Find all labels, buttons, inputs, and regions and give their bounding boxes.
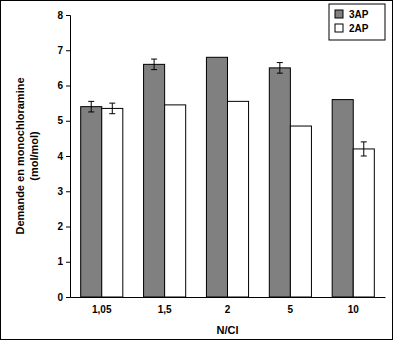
legend-label: 2AP bbox=[349, 23, 369, 34]
bar bbox=[165, 105, 186, 297]
series bbox=[81, 57, 354, 297]
bar bbox=[332, 100, 353, 297]
bar bbox=[144, 64, 165, 297]
axis-line bbox=[66, 16, 71, 298]
tick-label: 1 bbox=[57, 256, 63, 267]
error-bar bbox=[277, 63, 283, 74]
series bbox=[102, 101, 375, 297]
error-bar bbox=[88, 101, 94, 112]
figure-frame bbox=[1, 1, 393, 340]
x-axis-title: N/Cl bbox=[217, 324, 239, 336]
tick-label: 5 bbox=[288, 304, 294, 315]
bar bbox=[290, 126, 311, 297]
tick: 0 bbox=[57, 292, 70, 303]
tick: 3 bbox=[57, 186, 70, 197]
tick-label: 3 bbox=[57, 186, 63, 197]
tick-label: 4 bbox=[57, 151, 63, 162]
tick-mark bbox=[66, 297, 70, 298]
tick-mark bbox=[66, 156, 70, 157]
tick-label: 2 bbox=[225, 304, 231, 315]
tick-mark bbox=[66, 121, 70, 122]
error-bar bbox=[151, 59, 157, 70]
y-axis-title: Demande en monochloramine(mol/mol) bbox=[14, 77, 40, 234]
tick-mark bbox=[66, 227, 70, 228]
bar bbox=[269, 68, 290, 297]
tick-label: 1,05 bbox=[92, 304, 112, 315]
error-bar bbox=[361, 142, 367, 156]
tick-label: 5 bbox=[57, 115, 63, 126]
tick-mark bbox=[66, 262, 70, 263]
y-axis: 0 1 2 3 4 5 6 7 8 bbox=[57, 10, 70, 303]
tick: 1 bbox=[57, 256, 70, 267]
tick-label: 8 bbox=[57, 10, 63, 21]
tick: 10 bbox=[348, 297, 360, 315]
tick: 8 bbox=[57, 10, 70, 21]
bar bbox=[206, 57, 227, 297]
tick-mark bbox=[66, 15, 70, 16]
legend-swatch bbox=[335, 10, 343, 18]
tick: 1,5 bbox=[158, 297, 172, 315]
bar bbox=[353, 149, 374, 297]
tick-label: 2 bbox=[57, 221, 63, 232]
legend: 3AP2AP bbox=[329, 4, 385, 40]
bar bbox=[228, 101, 249, 297]
tick-mark bbox=[66, 50, 70, 51]
tick-label: 1,5 bbox=[158, 304, 172, 315]
y-axis-title-line: (mol/mol) bbox=[28, 131, 40, 181]
tick: 5 bbox=[57, 115, 70, 126]
tick: 2 bbox=[57, 221, 70, 232]
axis-line bbox=[71, 297, 386, 298]
tick-mark bbox=[66, 191, 70, 192]
tick: 7 bbox=[57, 45, 70, 56]
tick-label: 7 bbox=[57, 45, 63, 56]
legend-label: 3AP bbox=[349, 9, 369, 20]
tick: 4 bbox=[57, 151, 70, 162]
tick-mark bbox=[66, 86, 70, 87]
tick: 1,05 bbox=[92, 297, 112, 315]
x-axis: 1,05 1,5 2 5 10 bbox=[71, 297, 386, 315]
bar bbox=[102, 108, 123, 297]
bar bbox=[81, 107, 102, 297]
tick: 6 bbox=[57, 80, 70, 91]
y-axis-title-line: Demande en monochloramine bbox=[14, 77, 26, 234]
chart: 0 1 2 3 4 5 6 7 8 1,05 1,5 2 5 10 N/Cl Demande en monoc… bbox=[0, 0, 393, 340]
legend-frame bbox=[329, 4, 385, 40]
tick: 5 bbox=[288, 297, 294, 315]
error-bar bbox=[109, 103, 115, 114]
tick: 2 bbox=[225, 297, 231, 315]
plot-area bbox=[81, 57, 375, 297]
legend-swatch bbox=[335, 24, 343, 32]
tick-label: 10 bbox=[348, 304, 360, 315]
tick-label: 6 bbox=[57, 80, 63, 91]
tick-label: 0 bbox=[57, 292, 63, 303]
